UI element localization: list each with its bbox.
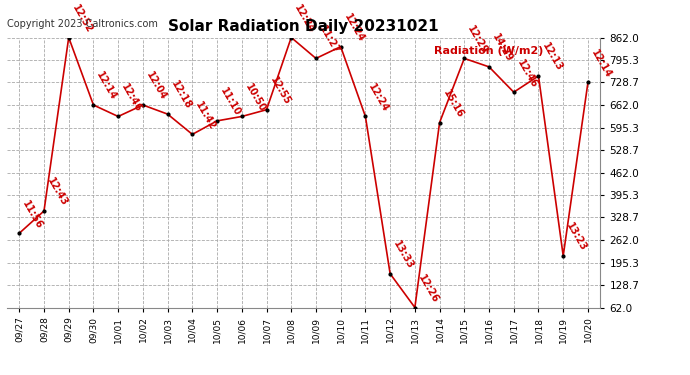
Text: 12:04: 12:04: [144, 70, 168, 102]
Text: Copyright 2023 Caltronics.com: Copyright 2023 Caltronics.com: [7, 19, 158, 29]
Text: Solar Radiation Daily 20231021: Solar Radiation Daily 20231021: [168, 19, 439, 34]
Text: 12:46: 12:46: [119, 82, 144, 114]
Text: 12:43: 12:43: [46, 176, 70, 208]
Text: 15:16: 15:16: [441, 88, 465, 120]
Text: 14:29: 14:29: [491, 32, 515, 64]
Text: 12:14: 12:14: [95, 70, 119, 102]
Text: 12:52: 12:52: [70, 3, 94, 35]
Text: 11:42: 11:42: [194, 100, 218, 132]
Text: 12:13: 12:13: [540, 41, 564, 73]
Text: 11:27: 11:27: [317, 24, 342, 56]
Text: 11:56: 11:56: [21, 199, 45, 231]
Text: 13:23: 13:23: [564, 221, 589, 253]
Text: 12:29: 12:29: [466, 24, 490, 56]
Text: 10:50: 10:50: [243, 82, 267, 114]
Text: 12:26: 12:26: [416, 273, 440, 305]
Text: 12:14: 12:14: [589, 48, 613, 80]
Text: 12:18: 12:18: [169, 80, 193, 111]
Text: 13:33: 13:33: [391, 239, 415, 271]
Text: 12:24: 12:24: [342, 12, 366, 44]
Text: 12:55: 12:55: [268, 75, 292, 107]
Text: 11:10: 11:10: [218, 86, 242, 118]
Text: 12:24: 12:24: [293, 3, 317, 35]
Text: 12:46: 12:46: [515, 58, 539, 90]
Text: Radiation (W/m2): Radiation (W/m2): [434, 46, 544, 56]
Text: 12:24: 12:24: [366, 82, 391, 114]
